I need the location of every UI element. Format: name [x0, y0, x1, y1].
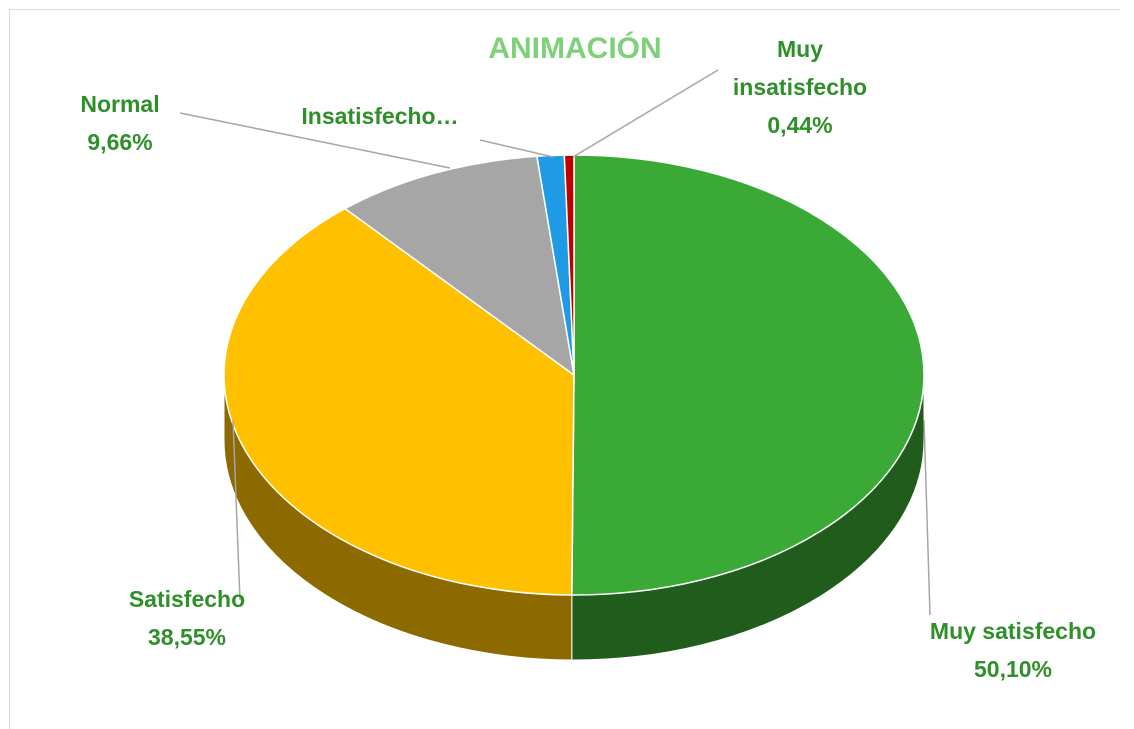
category-label: Muy satisfecho [929, 618, 1097, 644]
value-label: 0,44% [767, 112, 833, 138]
slice [571, 154, 925, 596]
leader-line [572, 69, 719, 158]
value-label: 50,10% [973, 656, 1052, 682]
category-label: Muy insatisfecho [732, 36, 868, 100]
data-label: Muy insatisfecho 0,44% [720, 30, 880, 144]
slice [563, 154, 575, 376]
data-label: Insatisfecho… [301, 97, 458, 135]
leader-line [923, 419, 931, 616]
leader-line [232, 419, 241, 601]
chart-title: ANIMACIÓN [488, 32, 662, 65]
leader-line [479, 139, 554, 158]
category-label: Satisfecho [128, 586, 246, 612]
category-label: Insatisfecho… [301, 103, 459, 129]
value-label: 9,66% [87, 129, 153, 155]
data-label: Normal 9,66% [80, 85, 159, 161]
leader-line [179, 112, 451, 169]
category-label: Normal [80, 91, 160, 117]
slice [343, 155, 576, 377]
value-label: 38,55% [147, 624, 227, 650]
data-label: Muy satisfecho 50,10% [930, 612, 1096, 688]
slice [223, 207, 575, 596]
data-label: Satisfecho 38,55% [129, 580, 245, 656]
